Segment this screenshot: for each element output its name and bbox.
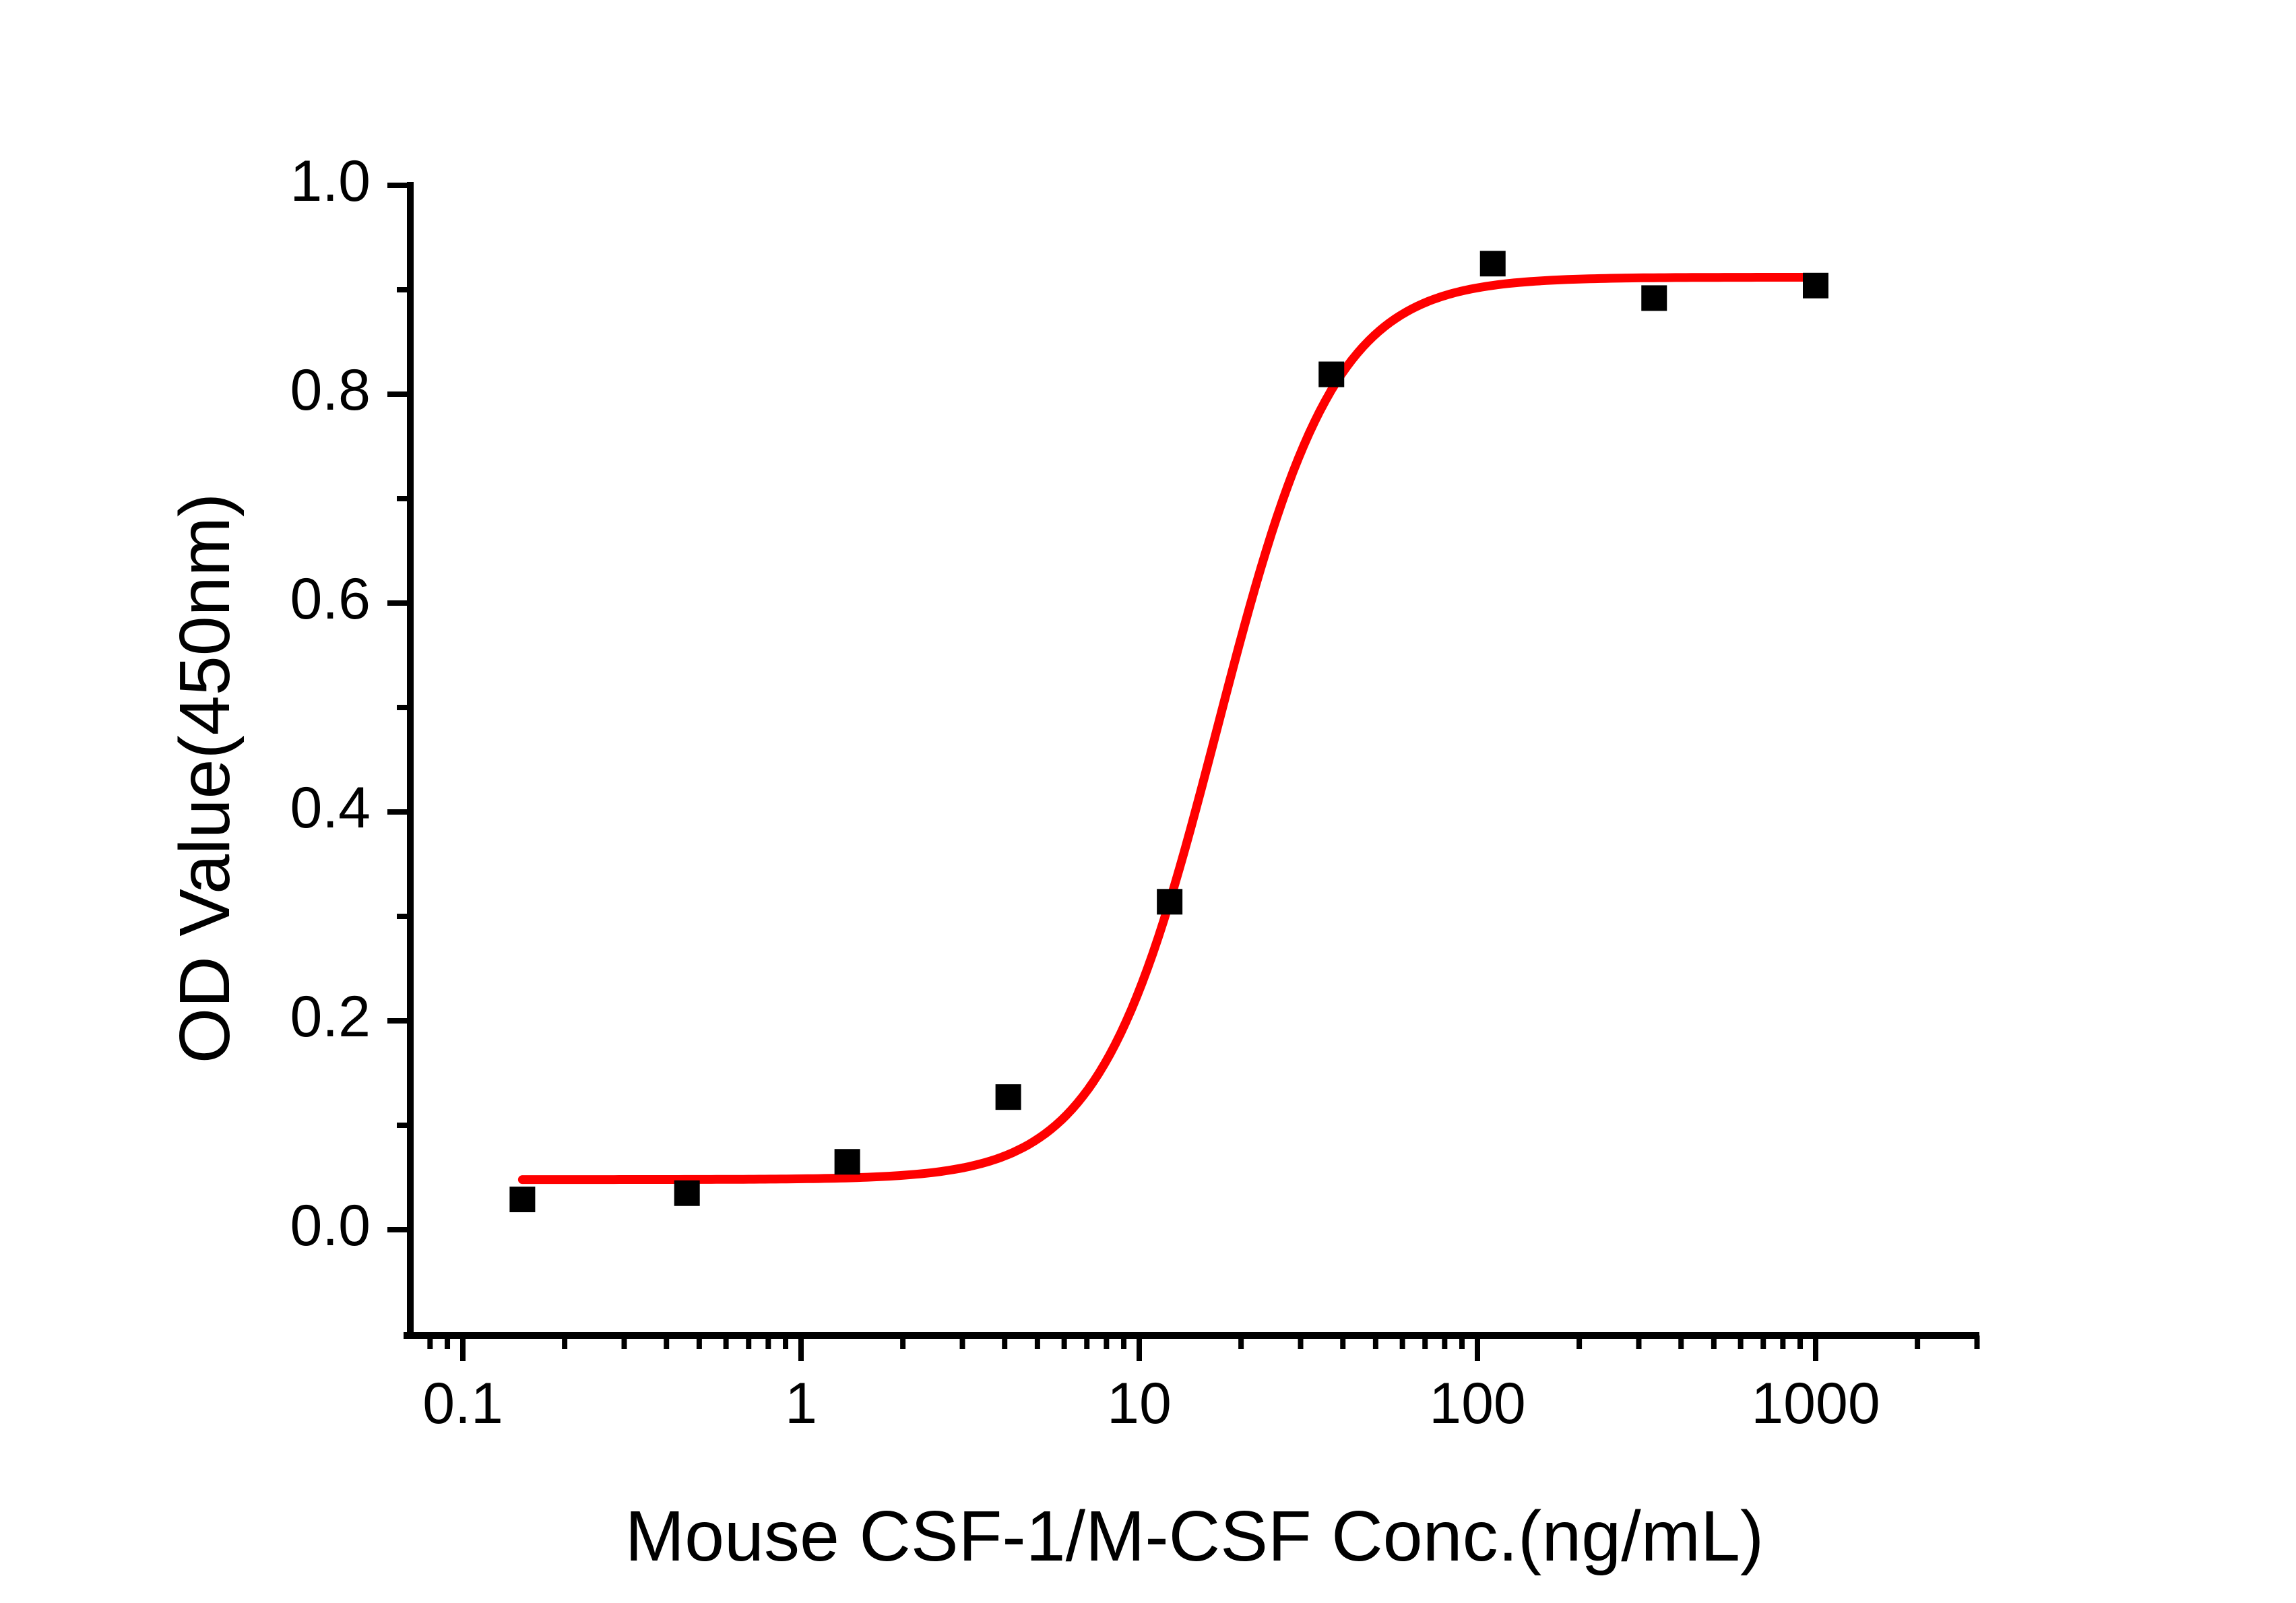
x-tick-label: 1	[785, 1371, 817, 1436]
fit-curve	[517, 273, 1820, 1185]
data-point-marker	[1157, 889, 1183, 915]
x-axis-title: Mouse CSF-1/M-CSF Conc.(ng/mL)	[625, 1497, 1764, 1576]
data-point-marker	[1641, 285, 1667, 311]
x-tick-label: 1000	[1751, 1371, 1880, 1436]
data-point-marker	[674, 1180, 700, 1206]
data-point-marker	[995, 1084, 1021, 1110]
x-axis: 0.1 1 10 100 1000	[404, 1332, 1980, 1436]
data-points	[509, 251, 1828, 1213]
x-tick-label: 0.1	[422, 1371, 503, 1436]
y-axis: 1.0 0.8 0.6 0.4 0.2 0.0	[290, 149, 414, 1339]
y-tick-label: 1.0	[290, 149, 371, 214]
x-tick-label: 10	[1107, 1371, 1172, 1436]
data-point-marker	[834, 1149, 860, 1175]
y-axis-title: OD Value(450nm)	[165, 493, 245, 1063]
y-tick-label: 0.4	[290, 776, 371, 840]
data-point-marker	[1479, 251, 1506, 277]
data-point-marker	[1318, 361, 1345, 387]
data-point-marker	[1803, 272, 1828, 298]
y-tick-label: 0.6	[290, 567, 371, 631]
y-tick-label: 0.8	[290, 358, 371, 422]
y-tick-label: 0.2	[290, 984, 371, 1049]
y-tick-label: 0.0	[290, 1193, 371, 1258]
x-tick-label: 100	[1429, 1371, 1526, 1436]
data-point-marker	[509, 1187, 536, 1213]
fit-curve-path	[517, 273, 1820, 1185]
